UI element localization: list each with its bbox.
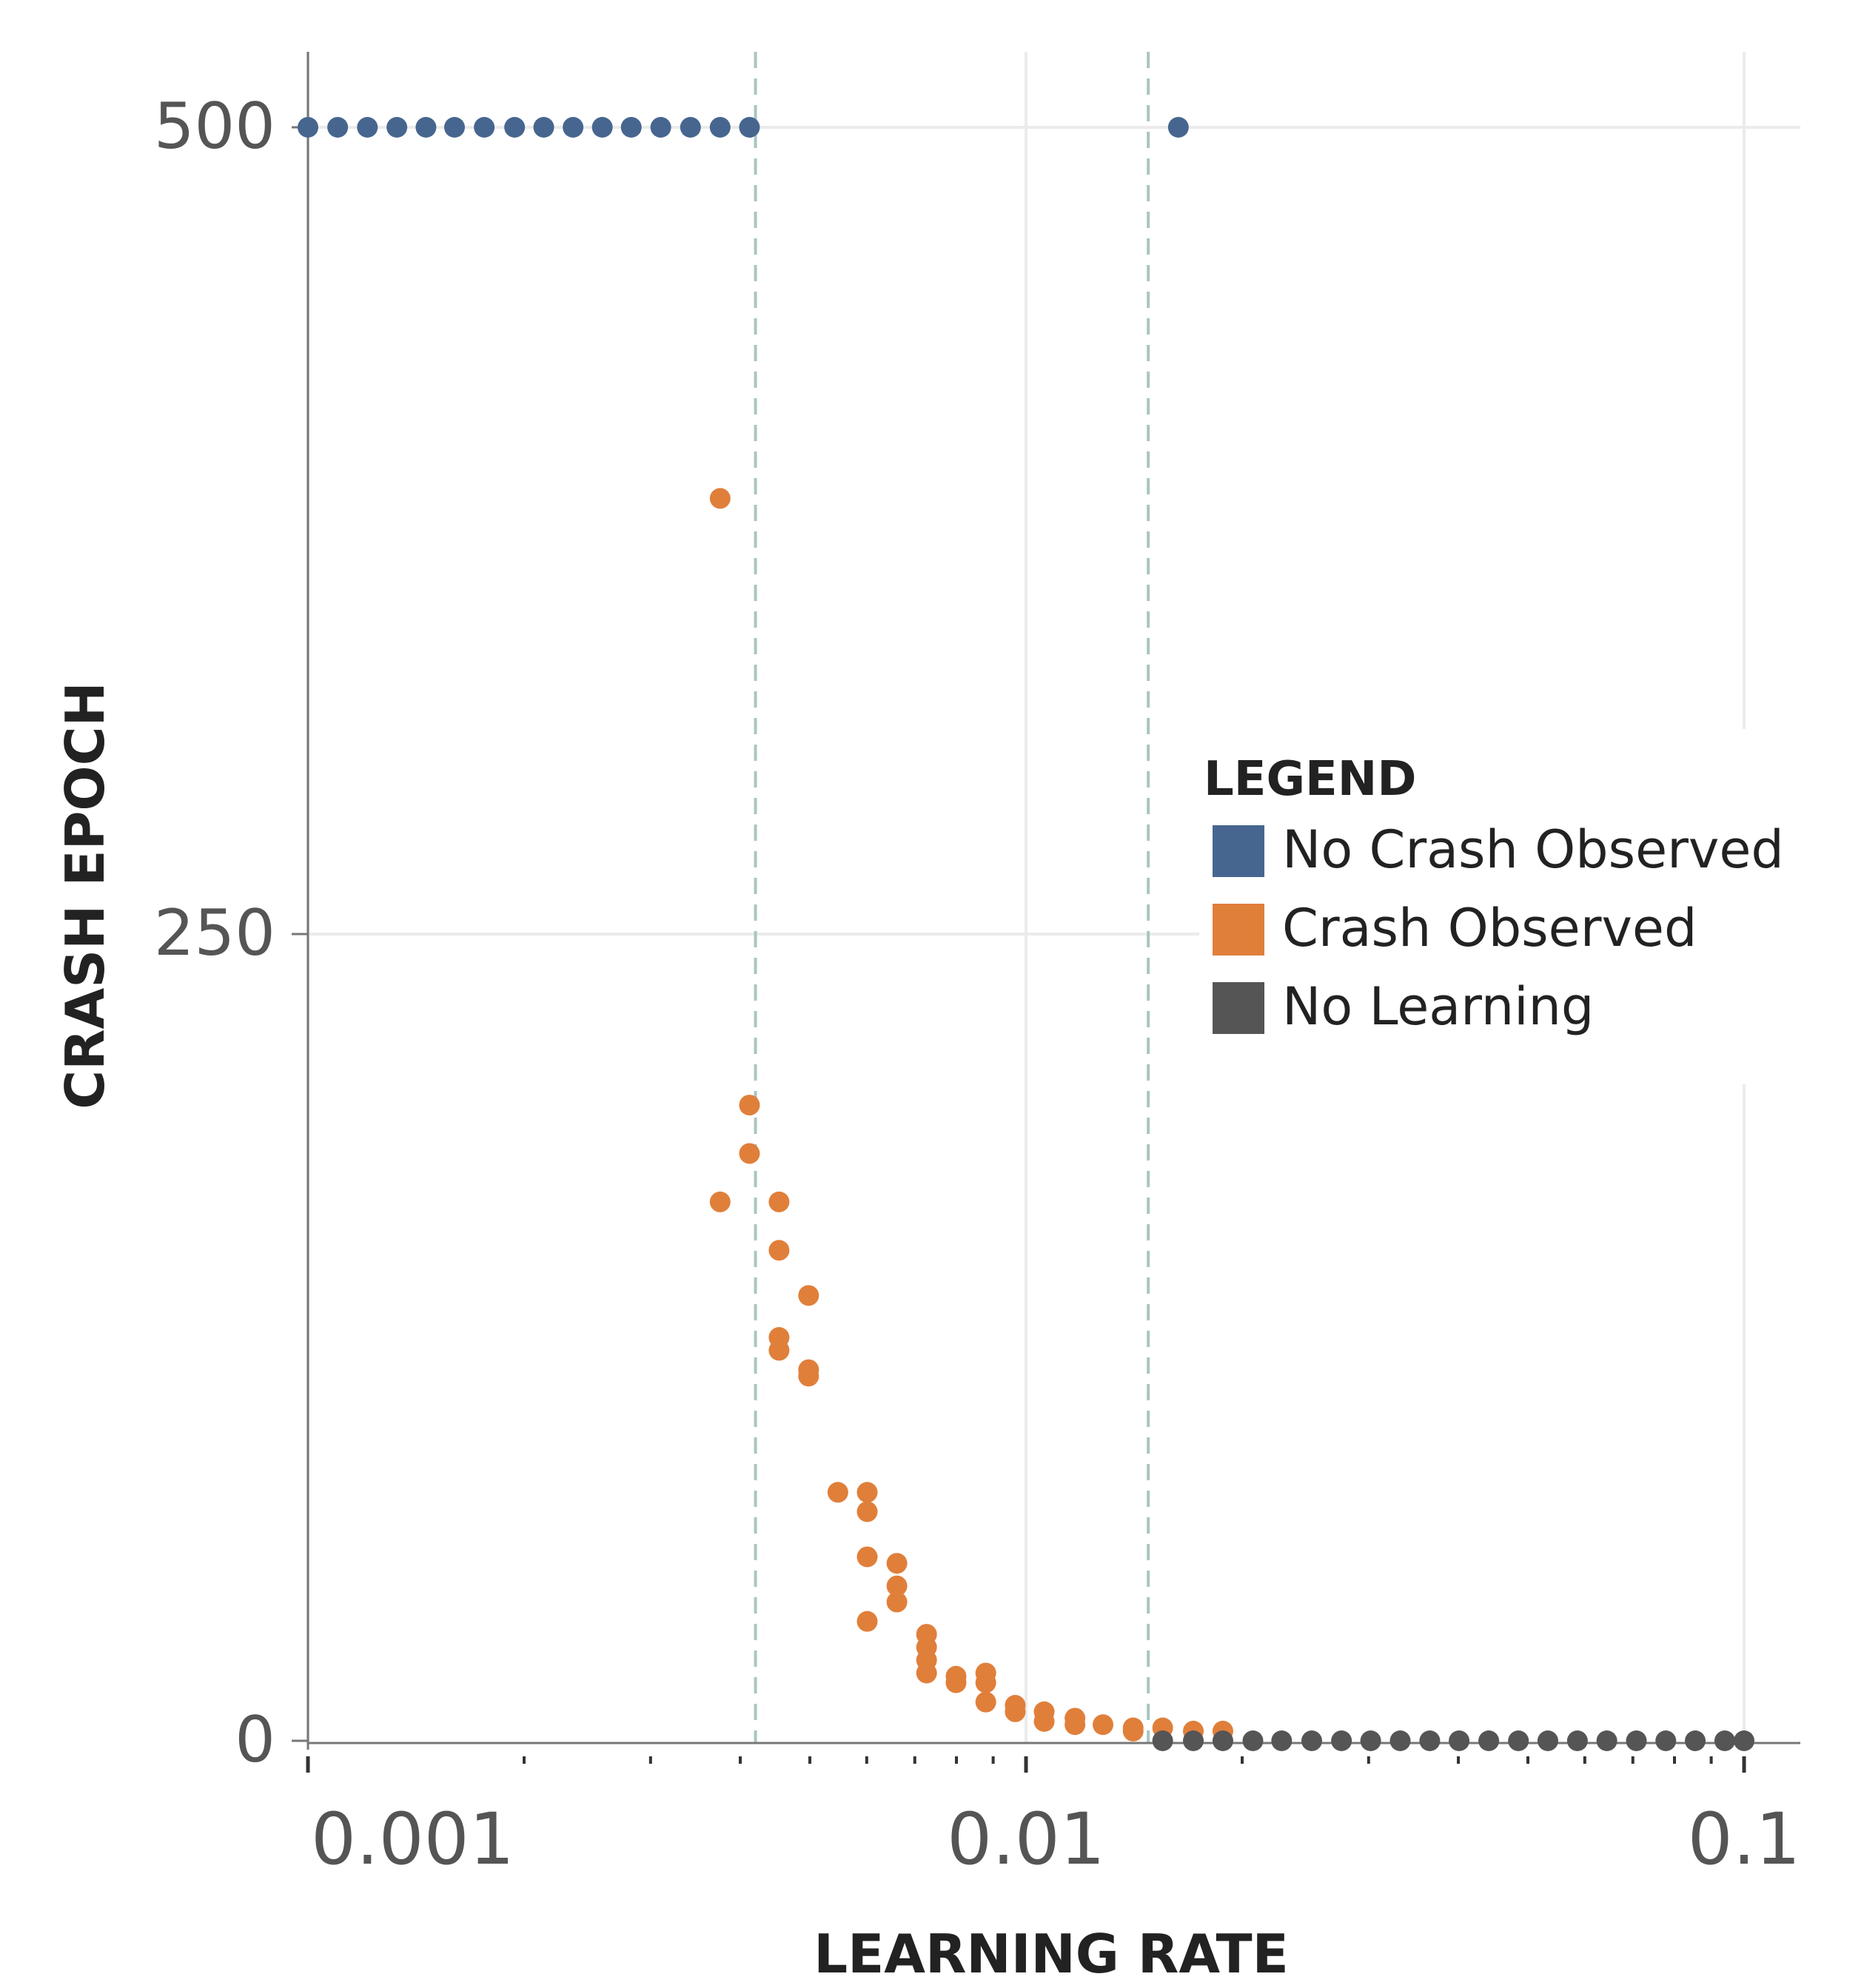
data-point — [1183, 1730, 1204, 1751]
data-point — [945, 1672, 967, 1693]
data-point — [916, 1662, 937, 1684]
data-point — [1212, 1730, 1233, 1751]
data-point — [709, 488, 731, 509]
data-point — [1360, 1730, 1381, 1751]
legend-swatch — [1213, 904, 1264, 956]
data-point — [827, 1482, 848, 1503]
data-point — [886, 1575, 908, 1596]
data-point — [620, 117, 642, 138]
data-point — [1626, 1730, 1647, 1751]
data-point — [1655, 1730, 1677, 1751]
data-point — [1033, 1710, 1055, 1732]
reference-lines — [754, 52, 1150, 1743]
data-point — [1331, 1730, 1352, 1751]
y-tick-label: 500 — [154, 90, 275, 164]
data-point — [768, 1191, 790, 1212]
y-axis-title: CRASH EPOCH — [54, 682, 116, 1109]
data-point — [1301, 1730, 1323, 1751]
data-point — [886, 1553, 908, 1574]
data-point — [357, 117, 378, 138]
data-point — [798, 1366, 819, 1387]
data-point — [1242, 1730, 1264, 1751]
data-point — [709, 1191, 731, 1212]
x-tick-label: 0.001 — [311, 1798, 514, 1881]
data-point — [533, 117, 554, 138]
data-point — [1167, 117, 1189, 138]
data-point — [1537, 1730, 1558, 1751]
legend-swatch — [1213, 825, 1264, 877]
legend-label: No Crash Observed — [1282, 819, 1784, 880]
data-point — [443, 117, 465, 138]
data-point — [739, 1095, 760, 1116]
data-points — [298, 117, 1754, 1751]
x-tick-label: 0.01 — [947, 1798, 1105, 1881]
data-point — [474, 117, 495, 138]
data-point — [1734, 1730, 1754, 1751]
data-point — [415, 117, 437, 138]
data-point — [591, 117, 613, 138]
data-point — [563, 117, 584, 138]
data-point — [739, 1143, 760, 1164]
data-point — [1449, 1730, 1470, 1751]
data-point — [1685, 1730, 1706, 1751]
data-point — [709, 117, 731, 138]
data-point — [1389, 1730, 1411, 1751]
legend-label: No Learning — [1282, 976, 1594, 1037]
x-tick-label: 0.1 — [1688, 1798, 1801, 1881]
data-point — [1478, 1730, 1500, 1751]
data-point — [768, 1340, 790, 1361]
data-point — [1419, 1730, 1441, 1751]
data-point — [298, 117, 318, 138]
y-tick-label: 0 — [235, 1703, 275, 1777]
legend: LEGEND No Crash Observed Crash Observed No… — [1199, 729, 1806, 1084]
data-point — [650, 117, 671, 138]
data-point — [856, 1501, 878, 1522]
data-point — [739, 117, 760, 138]
legend-title: LEGEND — [1204, 752, 1416, 807]
legend-background — [1199, 729, 1806, 1084]
data-point — [680, 117, 701, 138]
data-point — [1596, 1730, 1617, 1751]
data-point — [1092, 1714, 1113, 1736]
data-point — [1508, 1730, 1529, 1751]
data-point — [856, 1482, 878, 1503]
data-point — [856, 1546, 878, 1568]
x-axis-title: LEARNING RATE — [814, 1923, 1289, 1985]
data-point — [768, 1240, 790, 1261]
legend-swatch — [1213, 982, 1264, 1034]
data-point — [856, 1611, 878, 1632]
data-point — [886, 1591, 908, 1613]
data-point — [1152, 1730, 1173, 1751]
data-point — [975, 1691, 996, 1713]
data-point — [1271, 1730, 1293, 1751]
data-point — [504, 117, 526, 138]
legend-label: Crash Observed — [1282, 898, 1697, 958]
data-point — [1566, 1730, 1588, 1751]
data-point — [386, 117, 408, 138]
data-point — [1005, 1701, 1026, 1722]
data-point — [1122, 1720, 1144, 1742]
y-tick-label: 250 — [154, 896, 275, 970]
ticks: 0 250 500 0.001 0.01 0.1 — [154, 90, 1800, 1881]
data-point — [1065, 1714, 1086, 1736]
data-point — [327, 117, 349, 138]
data-point — [1714, 1730, 1735, 1751]
data-point — [798, 1285, 819, 1306]
data-point — [975, 1672, 996, 1693]
